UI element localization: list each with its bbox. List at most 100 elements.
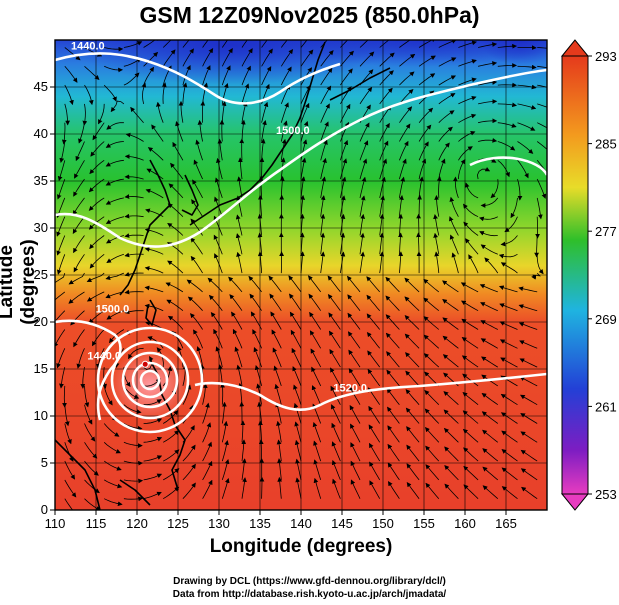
streamline	[200, 100, 206, 123]
streamline	[124, 194, 144, 199]
streamline	[501, 467, 518, 481]
streamline	[72, 197, 85, 216]
streamline	[221, 401, 227, 424]
streamline	[320, 157, 327, 180]
streamline	[92, 122, 105, 141]
streamline	[295, 477, 302, 499]
colorbar-tick-label: 285	[595, 137, 617, 152]
streamline	[162, 486, 180, 500]
streamline	[340, 139, 349, 161]
streamline	[70, 310, 85, 326]
streamline	[482, 485, 499, 500]
streamline	[320, 251, 326, 274]
streamline	[202, 460, 213, 481]
streamline	[59, 367, 66, 389]
streamline	[258, 439, 264, 462]
streamline	[84, 66, 100, 81]
streamline	[500, 393, 518, 406]
streamline	[144, 265, 164, 274]
streamline	[143, 418, 163, 424]
streamline	[478, 118, 498, 124]
streamline	[102, 367, 107, 389]
streamline	[123, 404, 142, 414]
x-tick-label: 140	[290, 516, 312, 531]
streamline	[309, 311, 322, 330]
streamline	[124, 154, 144, 161]
streamline	[84, 442, 98, 459]
streamline	[64, 423, 72, 445]
streamline	[64, 47, 81, 61]
contour-label: 1500.0	[96, 304, 130, 316]
streamline	[369, 461, 381, 481]
height-contours	[55, 52, 547, 434]
streamline	[464, 182, 479, 199]
streamline	[202, 479, 213, 499]
streamline	[519, 358, 538, 368]
streamline	[331, 459, 341, 481]
streamline	[208, 294, 223, 311]
streamline	[444, 483, 459, 499]
streamline	[404, 333, 420, 349]
streamline	[84, 479, 100, 494]
streamline	[241, 83, 250, 104]
streamline	[320, 103, 330, 123]
colorbar-scale	[561, 55, 589, 495]
colorbar-tick-label: 261	[595, 399, 617, 414]
streamline	[497, 102, 517, 108]
streamline	[510, 197, 518, 219]
streamline	[520, 431, 538, 443]
streamline	[289, 293, 302, 311]
streamline	[74, 160, 85, 179]
streamline	[347, 294, 361, 311]
streamline	[406, 444, 420, 462]
streamline	[369, 480, 381, 499]
streamline	[536, 178, 547, 199]
streamline	[404, 277, 420, 293]
streamline	[260, 138, 266, 161]
streamline	[182, 463, 196, 481]
streamline	[433, 232, 440, 255]
streamline	[162, 366, 173, 387]
streamline	[536, 160, 547, 177]
y-tick-label: 30	[34, 220, 48, 235]
streamline	[350, 479, 361, 499]
streamline	[328, 330, 341, 349]
y-tick-label: 35	[34, 173, 48, 188]
streamline	[217, 138, 223, 161]
streamline	[418, 141, 429, 161]
streamline	[463, 484, 479, 499]
streamline	[379, 40, 390, 48]
streamline	[280, 102, 289, 123]
streamline	[162, 409, 179, 424]
streamline	[280, 120, 288, 142]
streamline	[216, 157, 223, 180]
streamline	[64, 404, 70, 427]
streamline	[346, 275, 361, 293]
streamline	[359, 51, 375, 67]
credit-data: Data from http://database.rish.kyoto-u.a…	[172, 589, 447, 600]
streamline	[443, 391, 459, 405]
streamline	[143, 455, 163, 462]
streamline	[521, 486, 538, 500]
streamline	[379, 251, 385, 274]
streamline	[192, 179, 203, 199]
streamline	[449, 196, 459, 217]
streamline	[369, 442, 381, 462]
coastline-borneo	[119, 479, 151, 506]
streamline	[291, 347, 302, 368]
streamline	[62, 385, 67, 408]
streamline	[182, 384, 192, 405]
credit-drawing: Drawing by DCL (https://www.gfd-dennou.o…	[173, 576, 446, 587]
streamline	[213, 328, 223, 349]
streamline	[202, 383, 208, 405]
colorbar-labels: 293 285 277 269 261 253	[588, 49, 617, 502]
x-axis-label: Longitude (degrees)	[209, 536, 393, 557]
streamline	[518, 322, 538, 330]
streamline	[202, 422, 212, 443]
streamline	[236, 251, 243, 274]
streamline	[104, 498, 123, 507]
streamline	[143, 491, 162, 500]
streamline	[123, 496, 144, 502]
streamline	[300, 194, 306, 217]
y-tick-label: 20	[34, 314, 48, 329]
